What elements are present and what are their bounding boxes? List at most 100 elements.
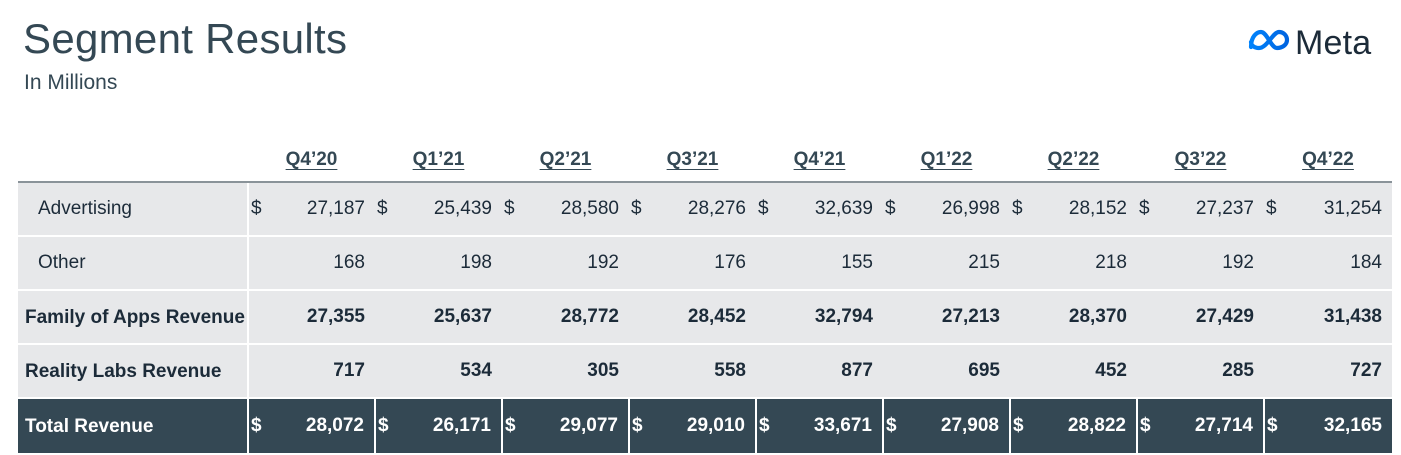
- currency-symbol: $: [1267, 415, 1278, 436]
- cell-value: 27,355: [306, 306, 365, 327]
- currency-symbol: $: [759, 415, 770, 436]
- value-cell: 558: [629, 344, 756, 399]
- value-cell: 695: [883, 344, 1010, 399]
- value-cell: $26,171: [375, 398, 503, 453]
- cell-value: 27,187: [306, 198, 365, 219]
- column-header: Q1’21: [375, 138, 502, 183]
- cell-value: 28,452: [687, 306, 746, 327]
- row-label: Other: [18, 236, 249, 291]
- cell-value: 198: [460, 252, 492, 273]
- cell-value: 192: [1222, 252, 1254, 273]
- value-cell: $32,639: [756, 182, 883, 237]
- meta-logo-text: Meta: [1295, 24, 1372, 62]
- cell-value: 28,152: [1068, 198, 1127, 219]
- segment-results-table: Q4’20 Q1’21 Q2’21 Q3’21 Q4’21 Q1’22 Q2’22 Q3’22…: [18, 138, 1392, 453]
- value-cell: $28,822: [1010, 398, 1138, 453]
- table-row: Other 168 198 192 176 155 215 218 192 184: [18, 236, 1392, 291]
- value-cell: $31,254: [1264, 182, 1392, 237]
- value-cell: 27,355: [248, 290, 375, 345]
- value-cell: 31,438: [1264, 290, 1392, 345]
- value-cell: 727: [1264, 344, 1392, 399]
- value-cell: 218: [1010, 236, 1137, 291]
- value-cell: 534: [375, 344, 502, 399]
- cell-value: 27,237: [1195, 198, 1254, 219]
- cell-value: 29,010: [686, 415, 745, 436]
- meta-logo: Meta: [1247, 26, 1371, 60]
- value-cell: 877: [756, 344, 883, 399]
- cell-value: 32,639: [814, 198, 873, 219]
- cell-value: 877: [841, 360, 873, 381]
- cell-value: 31,438: [1323, 306, 1382, 327]
- value-cell: $28,580: [502, 182, 629, 237]
- cell-value: 452: [1095, 360, 1127, 381]
- header-label-spacer: [18, 138, 248, 183]
- value-cell: 192: [502, 236, 629, 291]
- column-header: Q3’22: [1137, 138, 1264, 183]
- total-row: Total Revenue $28,072 $26,171 $29,077 $29,01…: [18, 398, 1392, 453]
- column-header: Q4’21: [756, 138, 883, 183]
- value-cell: 27,429: [1137, 290, 1264, 345]
- cell-value: 27,908: [940, 415, 999, 436]
- cell-value: 176: [714, 252, 746, 273]
- currency-symbol: $: [632, 415, 643, 436]
- cell-value: 534: [460, 360, 492, 381]
- cell-value: 558: [714, 360, 746, 381]
- cell-value: 184: [1350, 252, 1382, 273]
- cell-value: 215: [968, 252, 1000, 273]
- table-row: Advertising $27,187 $25,439 $28,580 $28,276 $…: [18, 182, 1392, 237]
- value-cell: 168: [248, 236, 375, 291]
- value-cell: $27,714: [1137, 398, 1265, 453]
- value-cell: 285: [1137, 344, 1264, 399]
- cell-value: 695: [968, 360, 1000, 381]
- value-cell: $25,439: [375, 182, 502, 237]
- page-subtitle: In Millions: [24, 71, 118, 94]
- value-cell: 176: [629, 236, 756, 291]
- value-cell: 184: [1264, 236, 1392, 291]
- value-cell: 25,637: [375, 290, 502, 345]
- currency-symbol: $: [505, 415, 516, 436]
- currency-symbol: $: [885, 198, 896, 219]
- cell-value: 168: [333, 252, 365, 273]
- cell-value: 29,077: [559, 415, 618, 436]
- value-cell: $29,010: [629, 398, 757, 453]
- cell-value: 33,671: [813, 415, 872, 436]
- currency-symbol: $: [886, 415, 897, 436]
- currency-symbol: $: [378, 415, 389, 436]
- value-cell: 305: [502, 344, 629, 399]
- row-label: Family of Apps Revenue: [18, 290, 249, 345]
- cell-value: 28,772: [560, 306, 619, 327]
- cell-value: 28,822: [1067, 415, 1126, 436]
- currency-symbol: $: [1140, 415, 1151, 436]
- value-cell: 27,213: [883, 290, 1010, 345]
- table-row: Family of Apps Revenue 27,355 25,637 28,772…: [18, 290, 1392, 345]
- row-label: Reality Labs Revenue: [18, 344, 249, 399]
- value-cell: 28,452: [629, 290, 756, 345]
- value-cell: 192: [1137, 236, 1264, 291]
- cell-value: 25,439: [433, 198, 492, 219]
- currency-symbol: $: [1266, 198, 1277, 219]
- cell-value: 717: [333, 360, 365, 381]
- cell-value: 218: [1095, 252, 1127, 273]
- currency-symbol: $: [377, 198, 388, 219]
- value-cell: $29,077: [502, 398, 630, 453]
- currency-symbol: $: [251, 198, 262, 219]
- cell-value: 27,429: [1195, 306, 1254, 327]
- currency-symbol: $: [251, 415, 262, 436]
- table-header-row: Q4’20 Q1’21 Q2’21 Q3’21 Q4’21 Q1’22 Q2’22 Q3’22…: [18, 138, 1392, 183]
- value-cell: 215: [883, 236, 1010, 291]
- currency-symbol: $: [758, 198, 769, 219]
- value-cell: $28,072: [248, 398, 376, 453]
- value-cell: 28,370: [1010, 290, 1137, 345]
- cell-value: 26,171: [432, 415, 491, 436]
- cell-value: 32,794: [814, 306, 873, 327]
- value-cell: 32,794: [756, 290, 883, 345]
- cell-value: 31,254: [1323, 198, 1382, 219]
- value-cell: $33,671: [756, 398, 884, 453]
- cell-value: 727: [1350, 360, 1382, 381]
- column-header: Q3’21: [629, 138, 756, 183]
- column-header: Q1’22: [883, 138, 1010, 183]
- cell-value: 27,714: [1194, 415, 1253, 436]
- cell-value: 192: [587, 252, 619, 273]
- column-header: Q4’22: [1264, 138, 1392, 183]
- cell-value: 285: [1222, 360, 1254, 381]
